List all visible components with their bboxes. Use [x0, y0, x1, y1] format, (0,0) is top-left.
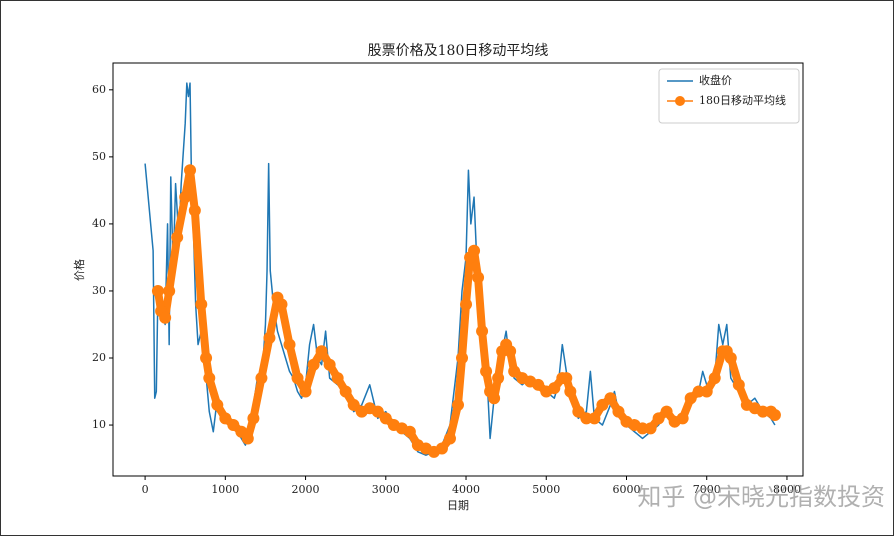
chart-title: 股票价格及180日移动平均线	[368, 43, 549, 59]
series-marker	[596, 398, 609, 411]
series-marker	[700, 385, 713, 398]
series-marker	[488, 392, 501, 405]
y-tick-label: 20	[92, 351, 106, 364]
legend-box	[658, 68, 800, 124]
plot-area	[112, 62, 804, 477]
series-marker	[200, 352, 213, 364]
series-marker	[163, 284, 176, 297]
series-marker	[299, 385, 312, 398]
y-tick-label: 10	[92, 418, 106, 431]
series-marker	[179, 191, 192, 204]
series-marker	[504, 345, 517, 358]
series-marker	[379, 412, 392, 425]
x-tick-label: 2000	[292, 483, 320, 496]
series-marker	[492, 372, 505, 385]
series-marker	[195, 298, 208, 311]
series-marker	[468, 244, 481, 257]
series-marker	[211, 398, 224, 411]
x-axis-label: 日期	[447, 499, 469, 512]
series-marker	[184, 164, 197, 177]
series-marker	[171, 231, 184, 244]
series-marker	[724, 352, 737, 364]
series-marker	[331, 372, 344, 385]
series-marker	[291, 372, 304, 385]
series-marker	[604, 392, 617, 405]
series-marker	[227, 419, 240, 432]
series-marker	[151, 284, 164, 297]
x-tick-label: 7000	[693, 483, 721, 496]
series-marker	[315, 345, 328, 358]
x-tick-label: 0	[142, 483, 149, 496]
series-marker	[508, 365, 521, 378]
series-marker	[532, 378, 545, 391]
legend-label: 180日移动平均线	[699, 93, 786, 107]
series-marker	[307, 358, 320, 371]
legend-label: 收盘价	[699, 73, 732, 87]
series-marker	[347, 398, 360, 411]
y-tick-label: 60	[92, 83, 106, 96]
series-marker	[323, 358, 336, 371]
series-marker	[403, 425, 416, 438]
series-marker	[548, 382, 561, 395]
series-marker	[456, 352, 469, 364]
series-marker	[684, 392, 697, 405]
series-marker	[708, 372, 721, 385]
series-marker	[560, 372, 573, 385]
y-axis-label: 价格	[72, 259, 86, 281]
x-tick-label: 1000	[211, 483, 239, 496]
series-marker	[612, 405, 625, 418]
series-marker	[572, 405, 585, 418]
x-tick-label: 3000	[372, 483, 400, 496]
series-marker	[283, 338, 296, 351]
series-marker	[241, 432, 254, 445]
series-marker	[188, 204, 201, 217]
series-marker	[435, 442, 448, 455]
series-marker	[644, 422, 657, 435]
x-tick-label: 8000	[773, 483, 801, 496]
series-marker	[339, 385, 352, 398]
x-tick-label: 4000	[452, 483, 480, 496]
series-marker	[652, 412, 665, 425]
series-marker	[732, 378, 745, 391]
series-marker	[159, 311, 172, 324]
series-marker	[219, 412, 232, 425]
series-marker	[275, 298, 288, 311]
series-marker	[247, 412, 260, 425]
series-marker	[203, 372, 216, 385]
y-tick-label: 30	[92, 284, 106, 297]
series-marker	[476, 325, 489, 338]
series-marker	[371, 405, 384, 418]
series-marker	[768, 408, 781, 421]
series-marker	[443, 432, 456, 445]
x-tick-label: 5000	[532, 483, 560, 496]
watermark: 知乎 @宋晓光指数投资	[637, 483, 885, 511]
legend-marker	[675, 96, 685, 106]
y-tick-label: 50	[92, 150, 106, 163]
series-marker	[472, 271, 485, 284]
series-marker	[452, 398, 464, 411]
series-marker	[460, 298, 473, 311]
series-marker	[564, 385, 577, 398]
series-marker	[660, 405, 673, 418]
y-tick-label: 40	[92, 217, 106, 230]
x-tick-label: 6000	[612, 483, 640, 496]
series-marker	[480, 365, 493, 378]
series-marker	[588, 412, 601, 425]
series-marker	[676, 412, 689, 425]
series-marker	[263, 331, 276, 344]
series-marker	[255, 372, 268, 385]
